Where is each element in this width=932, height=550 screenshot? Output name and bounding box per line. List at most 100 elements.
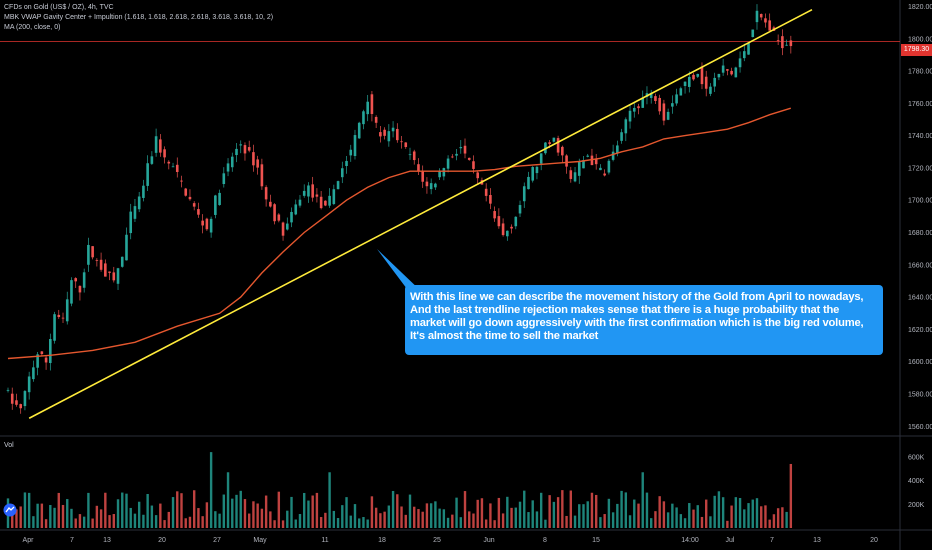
price-tick-label: 1580.00 [908,392,932,399]
volume-bar [235,494,238,528]
candle-body [260,164,264,187]
volume-bar [146,493,149,528]
volume-bar [44,519,48,528]
candle-body [362,111,365,125]
volume-bar [218,513,221,528]
volume-bar [421,511,424,528]
volume-bar [391,490,395,528]
candle-body [273,204,276,222]
candle-body [91,246,94,258]
candle-body [404,142,408,147]
volume-bar [506,496,509,528]
volume-bar [594,494,598,528]
volume-bar [747,503,750,528]
volume-bar [87,492,90,528]
time-tick-label: May [253,537,267,544]
price-tick-label: 1700.00 [908,198,932,205]
volume-bar [188,516,192,528]
volume-bar [484,519,488,528]
price-tick-label: 1560.00 [908,424,932,431]
time-tick-label: Apr [23,537,35,544]
candle-body [764,18,767,23]
candle-body [493,211,496,219]
volume-bar [624,492,628,528]
candle-body [755,10,759,23]
time-tick-label: 27 [213,537,221,544]
volume-bar [645,492,649,528]
candle-body [294,204,298,215]
volume-bar [417,509,420,528]
volume-bar [751,499,754,528]
candle-body [671,103,674,107]
candle-body [336,181,340,190]
volume-bar [434,501,437,528]
volume-bar [349,515,352,528]
volume-bar [142,514,145,528]
candle-body [366,101,369,115]
candle-body [506,230,509,237]
candle-body [171,166,175,168]
volume-bar [683,518,687,528]
annotation-callout[interactable]: With this line we can describe the movem… [405,285,883,355]
volume-bar [455,497,458,528]
volume-bar [15,509,18,528]
time-tick-label: Jul [726,537,735,544]
candle-body [104,263,107,277]
candle-body [391,127,395,132]
volume-tick-label: 200K [908,502,925,509]
candle-body [180,180,183,182]
price-tick-label: 1660.00 [908,262,932,269]
volume-bar [404,514,407,528]
volume-bar [319,517,323,528]
volume-bar [620,490,623,528]
candle-body [19,404,22,409]
volume-bar [248,513,251,528]
volume-bar [362,517,365,528]
price-tick-label: 1600.00 [908,359,932,366]
volume-label: Vol [4,442,14,449]
time-tick-label: 18 [378,537,386,544]
volume-bar [78,514,82,528]
candle-body [49,339,52,364]
volume-bar [514,507,517,528]
volume-bar [252,501,255,528]
volume-bar [463,491,467,528]
volume-bar [535,511,539,528]
candle-body [628,110,632,122]
candle-body [518,205,522,214]
price-tick-label: 1760.00 [908,101,932,108]
candle-body [747,42,750,55]
volume-bar [781,507,784,528]
candle-body [514,216,518,227]
candle-body [611,151,615,160]
candle-body [700,66,704,85]
candle-body [112,272,116,281]
volume-bar [53,507,56,528]
legend-symbol: CFDs on Gold (US$ / OZ), 4h, TVC [4,4,114,11]
candle-body [281,222,285,236]
volume-bar [556,497,560,528]
candle-body [374,116,378,123]
candle-body [78,285,82,293]
candle-body [552,137,556,142]
candle-body [74,278,78,282]
candle-body [150,156,154,164]
candle-body [616,145,619,153]
candle-body [218,192,221,206]
candle-body [696,73,700,77]
volume-bar [264,495,268,528]
candle-body [40,351,44,355]
volume-bar [281,520,285,528]
volume-bar [531,500,534,528]
volume-bar [345,497,348,528]
candle-body [687,76,691,87]
time-tick-label: 20 [870,537,878,544]
candle-body [235,148,238,156]
candle-body [548,142,551,144]
candle-body [556,138,560,153]
candle-body [146,163,149,186]
volume-bar [675,507,678,528]
volume-bar [616,503,619,528]
candle-body [624,119,628,134]
